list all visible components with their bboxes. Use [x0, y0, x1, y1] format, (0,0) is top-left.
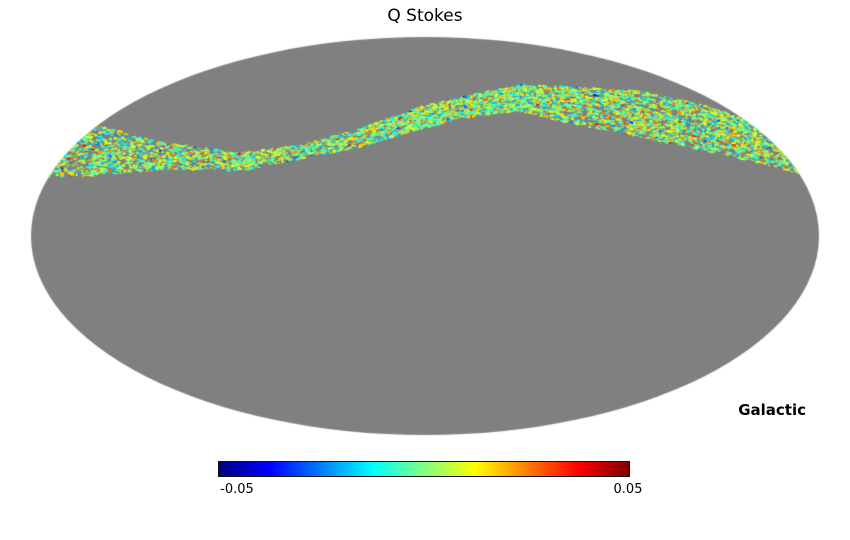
coordinate-system-label: Galactic	[738, 401, 806, 419]
chart-title: Q Stokes	[387, 6, 463, 26]
colorbar-min-label: -0.05	[220, 482, 254, 497]
mollweide-projection-map	[0, 0, 850, 450]
colorbar-max-label: 0.05	[613, 482, 643, 497]
colorbar	[218, 461, 630, 477]
